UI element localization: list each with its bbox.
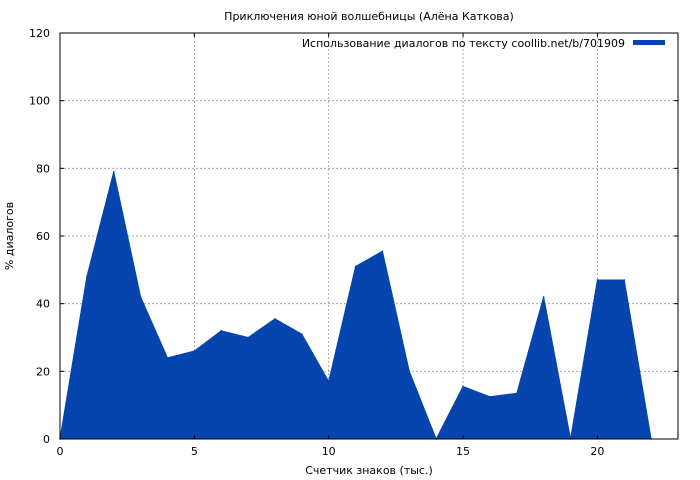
legend-label: Использование диалогов по тексту coollib…: [302, 37, 625, 50]
y-tick-label: 40: [36, 298, 50, 311]
data-point: [193, 350, 196, 352]
data-point: [542, 296, 545, 298]
data-point: [381, 250, 384, 253]
data-point: [327, 380, 330, 383]
x-tick-label: 5: [191, 445, 198, 458]
x-axis: 0 5 10 15 20: [57, 33, 604, 458]
data-point: [139, 296, 142, 298]
data-point: [301, 333, 303, 335]
y-tick-label: 60: [36, 230, 50, 243]
x-tick-label: 20: [590, 445, 604, 458]
x-tick-label: 0: [57, 445, 64, 458]
data-point: [86, 275, 88, 278]
y-tick-label: 100: [29, 95, 50, 108]
data-point: [515, 392, 518, 395]
y-tick-label: 80: [36, 162, 50, 175]
y-axis: 0 20 40 60 80 100 120: [29, 27, 678, 446]
data-point: [247, 336, 249, 339]
data-point: [166, 357, 169, 359]
data-point: [596, 279, 599, 281]
data-point: [112, 170, 115, 173]
x-tick-label: 10: [322, 445, 336, 458]
y-tick-label: 0: [43, 433, 50, 446]
y-tick-label: 20: [36, 365, 50, 378]
data-point: [462, 385, 464, 388]
data-point: [354, 265, 357, 268]
data-point: [489, 395, 491, 398]
area-layer: [59, 170, 652, 441]
x-tick-label: 15: [456, 445, 470, 458]
legend: Использование диалогов по тексту coollib…: [302, 37, 665, 50]
legend-swatch: [633, 40, 665, 45]
y-axis-label: % диалогов: [3, 202, 16, 270]
series-area: [59, 171, 652, 441]
data-point: [220, 329, 223, 332]
data-point: [274, 318, 276, 320]
y-tick-label: 120: [29, 27, 50, 40]
x-axis-label: Счетчик знаков (тыс.): [305, 464, 433, 477]
data-point: [623, 279, 626, 281]
data-point: [408, 370, 411, 373]
chart-title: Приключения юной волшебницы (Алёна Катко…: [224, 10, 514, 23]
